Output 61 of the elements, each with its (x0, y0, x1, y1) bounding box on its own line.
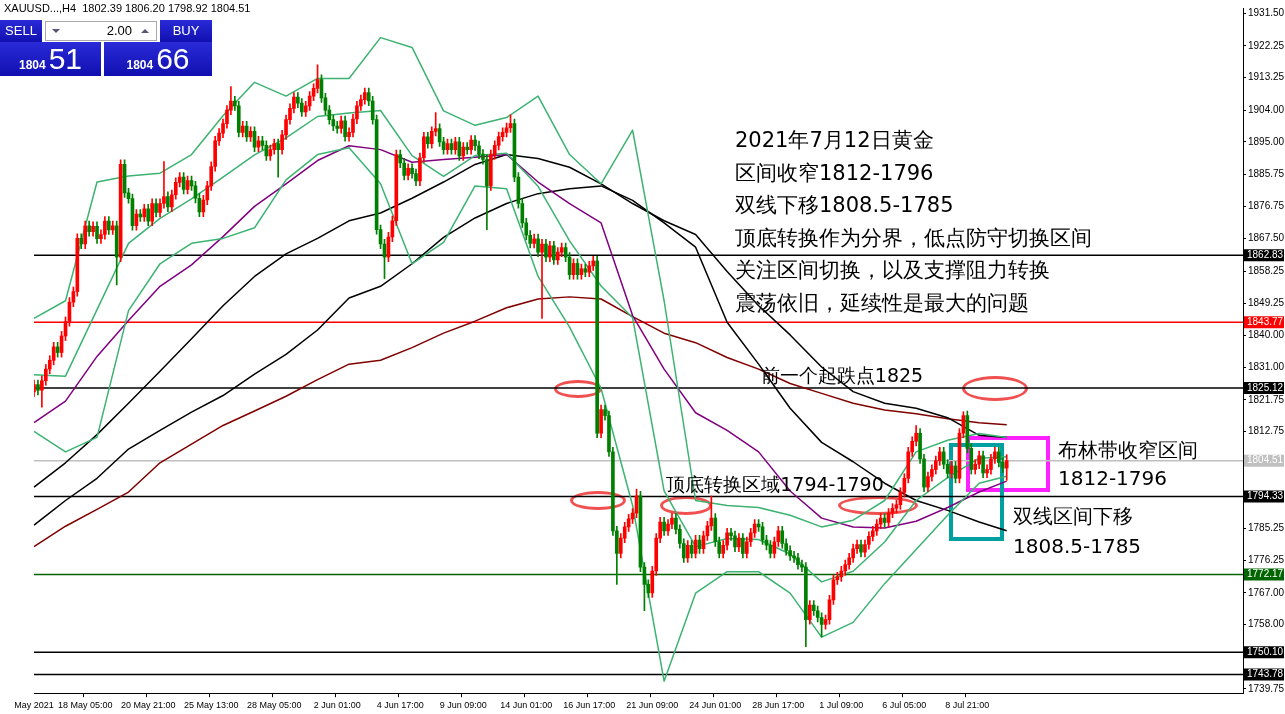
x-tick-label: 28 Jun 17:00 (752, 700, 805, 711)
y-tick-label: 1767.00 (1248, 586, 1285, 598)
annotation: 1808.5-1785 (1013, 534, 1142, 559)
annotation: SELL (0, 20, 42, 42)
x-tick-label: 28 May 05:00 (246, 700, 302, 711)
ref-line-label: 1743.78 (1247, 668, 1284, 680)
x-tick-label: 24 Jun 01:00 (689, 700, 742, 711)
y-tick-label: 1776.25 (1248, 553, 1285, 565)
ref-line-label: 1843.77 (1247, 316, 1284, 328)
y-tick-label: 1758.00 (1248, 618, 1285, 630)
annotation: 51 (48, 42, 83, 76)
y-tick-label: 1785.25 (1248, 522, 1285, 534)
ref-line-label: 1825.12 (1247, 381, 1284, 393)
ref-line-label: 1772.17 (1247, 568, 1284, 580)
y-tick-label: 1858.25 (1248, 265, 1285, 277)
y-tick-label: 1931.50 (1248, 7, 1285, 19)
x-tick-label: 25 May 13:00 (183, 700, 239, 711)
chart-title: XAUUSD...,H4 1802.39 1806.20 1798.92 1804.51 (4, 1, 251, 14)
y-tick-label: 1913.25 (1248, 71, 1285, 83)
y-tick-label: 1812.75 (1248, 425, 1285, 437)
y-tick-label: 1739.75 (1248, 682, 1285, 694)
y-tick-label: 1904.00 (1248, 103, 1285, 115)
x-tick-label: 21 Jun 09:00 (626, 700, 679, 711)
y-tick-label: 1895.00 (1248, 135, 1285, 147)
annotation: 区间收窄1812-1796 (735, 160, 934, 185)
annotation: 1804 (126, 58, 154, 72)
y-tick-label: 1885.75 (1248, 168, 1285, 180)
y-tick-label: 1849.25 (1248, 296, 1285, 308)
y-tick-label: 1840.00 (1248, 329, 1285, 341)
annotation: 2.00 (106, 23, 132, 38)
x-tick-label: May 2021 (14, 700, 54, 711)
ref-line-label: 1804.51 (1247, 454, 1284, 466)
ref-line-label: 1794.33 (1247, 490, 1284, 502)
annotation: 双线下移1808.5-1785 (735, 193, 954, 218)
y-tick-label: 1831.00 (1248, 361, 1285, 373)
annotation: 2021年7月12日黄金 (735, 128, 934, 153)
x-tick-label: 20 May 21:00 (120, 700, 176, 711)
ref-line-label: 1862.83 (1247, 248, 1284, 260)
x-tick-label: 16 Jun 17:00 (563, 700, 616, 711)
x-tick-label: 4 Jun 17:00 (376, 700, 424, 711)
x-tick-label: 2 Jun 01:00 (313, 700, 361, 711)
x-tick-label: 6 Jul 05:00 (882, 700, 927, 711)
y-tick-label: 1821.75 (1248, 393, 1285, 405)
x-tick-label: 8 Jul 21:00 (945, 700, 990, 711)
annotation: 关注区间切换，以及支撑阻力转换 (735, 258, 1050, 283)
annotation: 双线区间下移 (1013, 504, 1133, 529)
x-tick-label: 9 Jun 09:00 (439, 700, 487, 711)
annotation: 顶底转换作为分界，低点防守切换区间 (735, 225, 1092, 250)
annotation: BUY (160, 20, 212, 42)
annotation: 1804 (18, 58, 46, 72)
annotation: 66 (156, 42, 190, 76)
x-tick-label: 1 Jul 09:00 (819, 700, 864, 711)
y-tick-label: 1876.75 (1248, 199, 1285, 211)
annotation: 布林带收窄区间 (1058, 438, 1198, 463)
annotation: 震荡依旧，延续性是最大的问题 (735, 290, 1029, 315)
x-tick-label: 18 May 05:00 (57, 700, 113, 711)
x-tick-label: 14 Jun 01:00 (500, 700, 553, 711)
annotation: 1812-1796 (1058, 466, 1168, 491)
y-tick-label: 1867.50 (1248, 232, 1285, 244)
y-tick-label: 1922.25 (1248, 39, 1285, 51)
ref-line-label: 1750.10 (1247, 646, 1284, 658)
